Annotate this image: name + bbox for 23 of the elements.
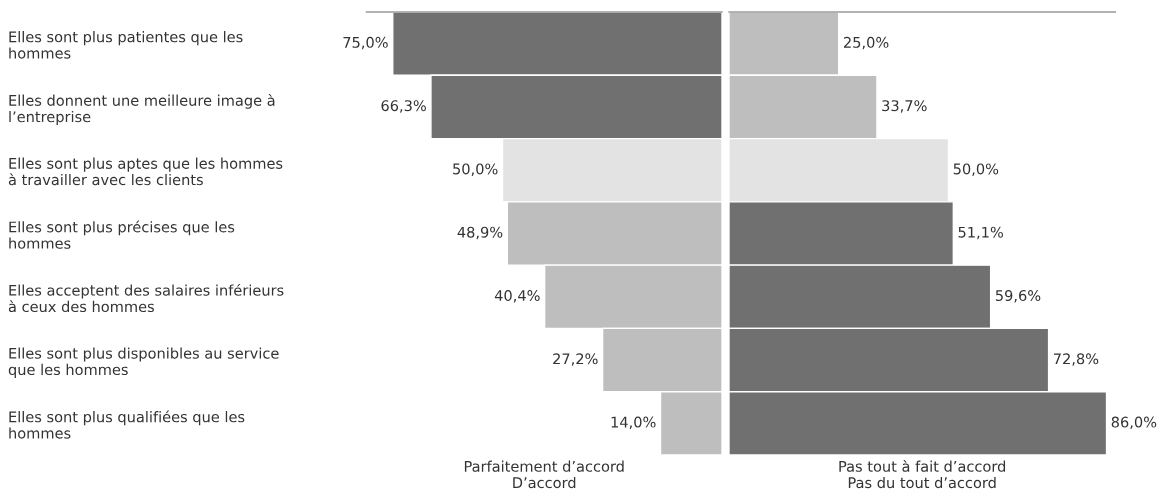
data-label: 50,0% bbox=[453, 163, 498, 176]
data-label: 86,0% bbox=[1111, 416, 1157, 430]
y-tick-label: Elles sont plus patientes que les hommes bbox=[9, 31, 243, 59]
x-axis-title: Parfaitement d’accord D’accord bbox=[464, 460, 624, 489]
x-axis-title: Pas tout à fait d’accord Pas du tout d’accord bbox=[839, 459, 1006, 489]
data-label: 40,4% bbox=[494, 289, 540, 303]
y-tick-label: Elles sont plus qualifiées que les hommes bbox=[9, 410, 245, 439]
data-label: 25,0% bbox=[843, 36, 889, 50]
y-tick-label: Elles donnent une meilleure image à l’entreprise bbox=[9, 94, 275, 126]
y-tick-label: Elles acceptent des salaires inférieurs à ceux des hommes bbox=[8, 283, 284, 313]
data-label: 72,8% bbox=[1053, 353, 1099, 366]
data-label: 66,3% bbox=[381, 100, 426, 113]
data-label: 51,1% bbox=[958, 226, 1004, 240]
data-label: 27,2% bbox=[553, 353, 598, 366]
data-label: 50,0% bbox=[953, 163, 999, 176]
y-tick-label: Elles sont plus disponibles au service que les hommes bbox=[8, 347, 279, 378]
y-tick-label: Elles sont plus précises que les hommes bbox=[9, 220, 235, 249]
data-label: 33,7% bbox=[882, 100, 927, 113]
y-tick-label: Elles sont plus aptes que les hommes à travailler avec les clients bbox=[8, 157, 283, 186]
data-label: 14,0% bbox=[611, 416, 656, 430]
data-label: 59,6% bbox=[995, 289, 1041, 303]
data-label: 75,0% bbox=[343, 36, 388, 50]
data-label: 48,9% bbox=[457, 226, 503, 240]
